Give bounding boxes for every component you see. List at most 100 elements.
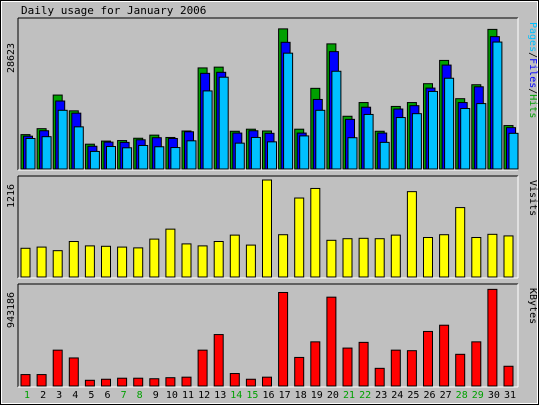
visits-bar-day-29-fill xyxy=(471,237,482,278)
x-tick-label-day-18: 18 xyxy=(295,390,307,401)
pages-bar-day-7-fill xyxy=(122,147,133,170)
visits-bar-day-28 xyxy=(455,207,466,278)
visits-bar-day-1-fill xyxy=(20,247,31,278)
legend-hits-label: Hits xyxy=(527,94,538,118)
kbytes-bar-day-28 xyxy=(455,353,466,387)
x-tick-label-day-27: 27 xyxy=(440,390,452,401)
pages-bar-day-12-fill xyxy=(202,90,213,170)
visits-bar-day-12-fill xyxy=(197,245,208,278)
pages-bar-day-5 xyxy=(89,150,100,170)
kbytes-bar-day-27 xyxy=(439,324,450,387)
kbytes-bar-day-2-fill xyxy=(36,374,47,387)
pages-bar-day-10 xyxy=(170,147,181,170)
x-tick-label-day-11: 11 xyxy=(182,390,194,401)
pages-bar-day-28 xyxy=(460,108,471,170)
x-tick-label-day-14: 14 xyxy=(230,390,242,401)
kbytes-bar-day-10-fill xyxy=(165,377,176,387)
kbytes-bar-day-21 xyxy=(342,347,353,387)
pages-bar-day-9-fill xyxy=(154,146,165,170)
visits-bar-day-10 xyxy=(165,228,176,278)
legend-files-label: Files xyxy=(527,58,538,88)
visits-bar-day-27-fill xyxy=(439,234,450,278)
chart-title: Daily usage for January 2006 xyxy=(21,4,206,17)
kbytes-panel-frame-bg xyxy=(18,284,518,387)
kbytes-bar-day-3 xyxy=(52,349,63,387)
pages-bar-day-7 xyxy=(122,147,133,170)
x-tick-label-day-29: 29 xyxy=(472,390,484,401)
x-tick-label-day-12: 12 xyxy=(198,390,210,401)
hits-panel-max-label: 28623 xyxy=(6,43,17,73)
kbytes-bar-day-8 xyxy=(133,377,144,387)
pages-bar-day-2 xyxy=(41,136,52,170)
pages-bar-day-3-fill xyxy=(57,109,68,170)
kbytes-bar-day-3-fill xyxy=(52,349,63,387)
visits-bar-day-19 xyxy=(310,187,321,278)
visits-bar-day-2 xyxy=(36,246,47,278)
pages-bar-day-25 xyxy=(411,113,422,170)
pages-bar-day-4-fill xyxy=(73,126,84,170)
visits-bar-day-26 xyxy=(423,237,433,278)
kbytes-bar-day-18 xyxy=(294,356,305,387)
pages-bar-day-17 xyxy=(283,52,294,170)
kbytes-bar-day-29-fill xyxy=(471,341,482,387)
pages-bar-day-24-fill xyxy=(395,117,406,170)
pages-bar-day-18 xyxy=(299,135,310,170)
x-tick-label-day-17: 17 xyxy=(279,390,291,401)
x-tick-label-day-21: 21 xyxy=(343,390,355,401)
pages-bar-day-13 xyxy=(218,76,229,170)
visits-bar-day-13-fill xyxy=(213,241,224,278)
pages-bar-day-2-fill xyxy=(41,136,52,170)
visits-bar-day-24 xyxy=(390,234,401,278)
pages-bar-day-16 xyxy=(267,141,277,170)
x-tick-label-day-10: 10 xyxy=(166,390,178,401)
visits-bar-day-13 xyxy=(213,241,224,278)
visits-bar-day-9 xyxy=(149,238,160,278)
visits-bar-day-27 xyxy=(439,234,450,278)
x-tick-label-day-26: 26 xyxy=(423,390,435,401)
visits-bar-day-12 xyxy=(197,245,208,278)
pages-bar-day-8 xyxy=(138,144,149,170)
kbytes-bar-day-4-fill xyxy=(68,357,79,387)
kbytes-bar-day-11-fill xyxy=(181,376,192,387)
visits-bar-day-22 xyxy=(358,237,369,278)
kbytes-bar-day-26-fill xyxy=(423,330,433,387)
kbytes-bar-day-24 xyxy=(390,349,401,387)
kbytes-bar-day-21-fill xyxy=(342,347,353,387)
visits-bar-day-11 xyxy=(181,243,192,278)
pages-bar-day-4 xyxy=(73,126,84,170)
kbytes-bar-day-13 xyxy=(213,334,224,387)
pages-bar-day-28-fill xyxy=(460,108,471,170)
pages-bar-day-25-fill xyxy=(411,113,422,170)
visits-bar-day-15-fill xyxy=(245,244,256,278)
pages-bar-day-1-fill xyxy=(25,137,36,170)
x-tick-label-day-1: 1 xyxy=(24,390,30,401)
visits-bar-day-30-fill xyxy=(487,233,498,278)
legend-pages-label: Pages xyxy=(527,22,538,52)
kbytes-bar-day-9 xyxy=(149,378,160,387)
x-tick-label-day-8: 8 xyxy=(137,390,143,401)
visits-bar-day-21-fill xyxy=(342,238,353,278)
legend-separator-1: / xyxy=(527,52,538,58)
kbytes-bar-day-16 xyxy=(262,376,272,387)
pages-bar-day-30-fill xyxy=(492,41,503,170)
pages-bar-day-29 xyxy=(476,103,487,170)
visits-panel-max-label: 1216 xyxy=(6,184,17,208)
x-tick-label-day-28: 28 xyxy=(456,390,468,401)
kbytes-bar-day-7-fill xyxy=(117,377,128,387)
x-tick-label-day-6: 6 xyxy=(104,390,110,401)
kbytes-bar-day-18-fill xyxy=(294,356,305,387)
kbytes-bar-day-17-fill xyxy=(278,291,289,387)
visits-bar-day-10-fill xyxy=(165,228,176,278)
kbytes-bar-day-19 xyxy=(310,341,321,387)
pages-bar-day-20 xyxy=(331,70,342,170)
pages-bar-day-21 xyxy=(347,137,358,170)
pages-bar-day-16-fill xyxy=(267,141,277,170)
visits-bar-day-25 xyxy=(406,191,417,278)
pages-bar-day-30 xyxy=(492,41,503,170)
kbytes-bar-day-17 xyxy=(278,291,289,387)
kbytes-bar-day-16-fill xyxy=(262,376,272,387)
pages-bar-day-21-fill xyxy=(347,137,358,170)
pages-bar-day-11-fill xyxy=(186,140,197,170)
visits-bar-day-9-fill xyxy=(149,238,160,278)
